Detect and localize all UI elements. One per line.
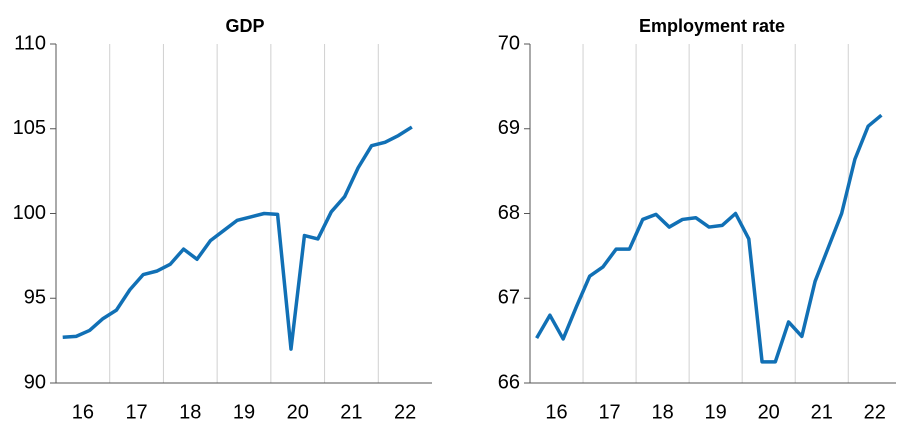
x-tick-label: 18 (179, 401, 201, 423)
x-tick-label: 22 (864, 401, 886, 423)
y-tick-label: 95 (24, 287, 46, 309)
data-line (62, 125, 413, 351)
y-tick-label: 66 (498, 371, 520, 393)
y-tick-label: 90 (24, 371, 46, 393)
y-tick-label: 100 (13, 202, 46, 224)
y-tick-label: 70 (498, 32, 520, 54)
chart-title: Employment rate (639, 16, 785, 36)
data-line (535, 113, 883, 364)
x-tick-label: 17 (125, 401, 147, 423)
y-tick-label: 110 (14, 32, 46, 54)
chart-title: GDP (225, 16, 264, 36)
x-tick-label: 18 (651, 401, 673, 423)
x-tick-label: 19 (705, 401, 727, 423)
x-tick-label: 20 (758, 401, 780, 423)
y-tick-label: 68 (498, 202, 520, 224)
x-tick-label: 22 (394, 401, 416, 423)
y-tick-label: 67 (498, 287, 520, 309)
y-tick-label: 105 (13, 117, 46, 139)
x-tick-label: 20 (287, 401, 309, 423)
y-tick-label: 69 (498, 117, 520, 139)
x-tick-label: 16 (72, 401, 94, 423)
x-tick-label: 21 (811, 401, 833, 423)
x-tick-label: 19 (233, 401, 255, 423)
x-tick-label: 17 (598, 401, 620, 423)
x-tick-label: 21 (340, 401, 362, 423)
x-tick-label: 16 (545, 401, 567, 423)
